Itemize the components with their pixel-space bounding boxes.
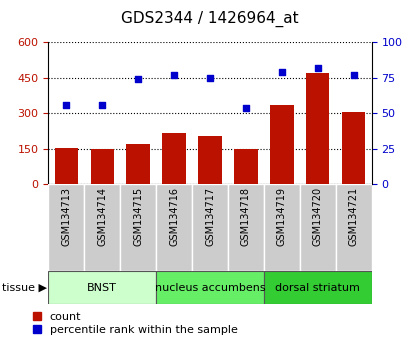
Text: dorsal striatum: dorsal striatum xyxy=(276,282,360,293)
Point xyxy=(207,75,213,81)
Bar xyxy=(342,112,365,184)
Text: GSM134720: GSM134720 xyxy=(313,187,323,246)
Bar xyxy=(91,149,114,184)
Bar xyxy=(156,271,264,304)
Point xyxy=(243,105,249,110)
Point xyxy=(350,72,357,78)
Bar xyxy=(264,271,372,304)
Text: nucleus accumbens: nucleus accumbens xyxy=(155,282,265,293)
Point xyxy=(278,69,285,75)
Bar xyxy=(198,136,222,184)
Bar xyxy=(48,184,84,271)
Bar xyxy=(300,184,336,271)
Bar xyxy=(234,149,257,184)
Bar xyxy=(270,105,294,184)
Text: GSM134717: GSM134717 xyxy=(205,187,215,246)
Legend: count, percentile rank within the sample: count, percentile rank within the sample xyxy=(33,312,237,335)
Bar xyxy=(120,184,156,271)
Bar xyxy=(48,271,156,304)
Text: GSM134718: GSM134718 xyxy=(241,187,251,246)
Bar xyxy=(55,148,78,184)
Point xyxy=(171,72,177,78)
Bar xyxy=(306,73,329,184)
Text: GSM134719: GSM134719 xyxy=(277,187,287,246)
Text: GSM134716: GSM134716 xyxy=(169,187,179,246)
Text: GSM134715: GSM134715 xyxy=(133,187,143,246)
Point xyxy=(315,65,321,71)
Bar xyxy=(192,184,228,271)
Point xyxy=(63,102,70,108)
Text: BNST: BNST xyxy=(87,282,117,293)
Text: GSM134714: GSM134714 xyxy=(97,187,107,246)
Bar xyxy=(163,133,186,184)
Point xyxy=(99,102,105,108)
Bar xyxy=(336,184,372,271)
Text: GSM134721: GSM134721 xyxy=(349,187,359,246)
Bar xyxy=(84,184,120,271)
Text: GSM134713: GSM134713 xyxy=(61,187,71,246)
Text: GDS2344 / 1426964_at: GDS2344 / 1426964_at xyxy=(121,11,299,27)
Bar xyxy=(264,184,300,271)
Bar xyxy=(228,184,264,271)
Point xyxy=(135,76,142,82)
Text: tissue ▶: tissue ▶ xyxy=(2,282,47,293)
Bar xyxy=(156,184,192,271)
Bar xyxy=(126,144,150,184)
